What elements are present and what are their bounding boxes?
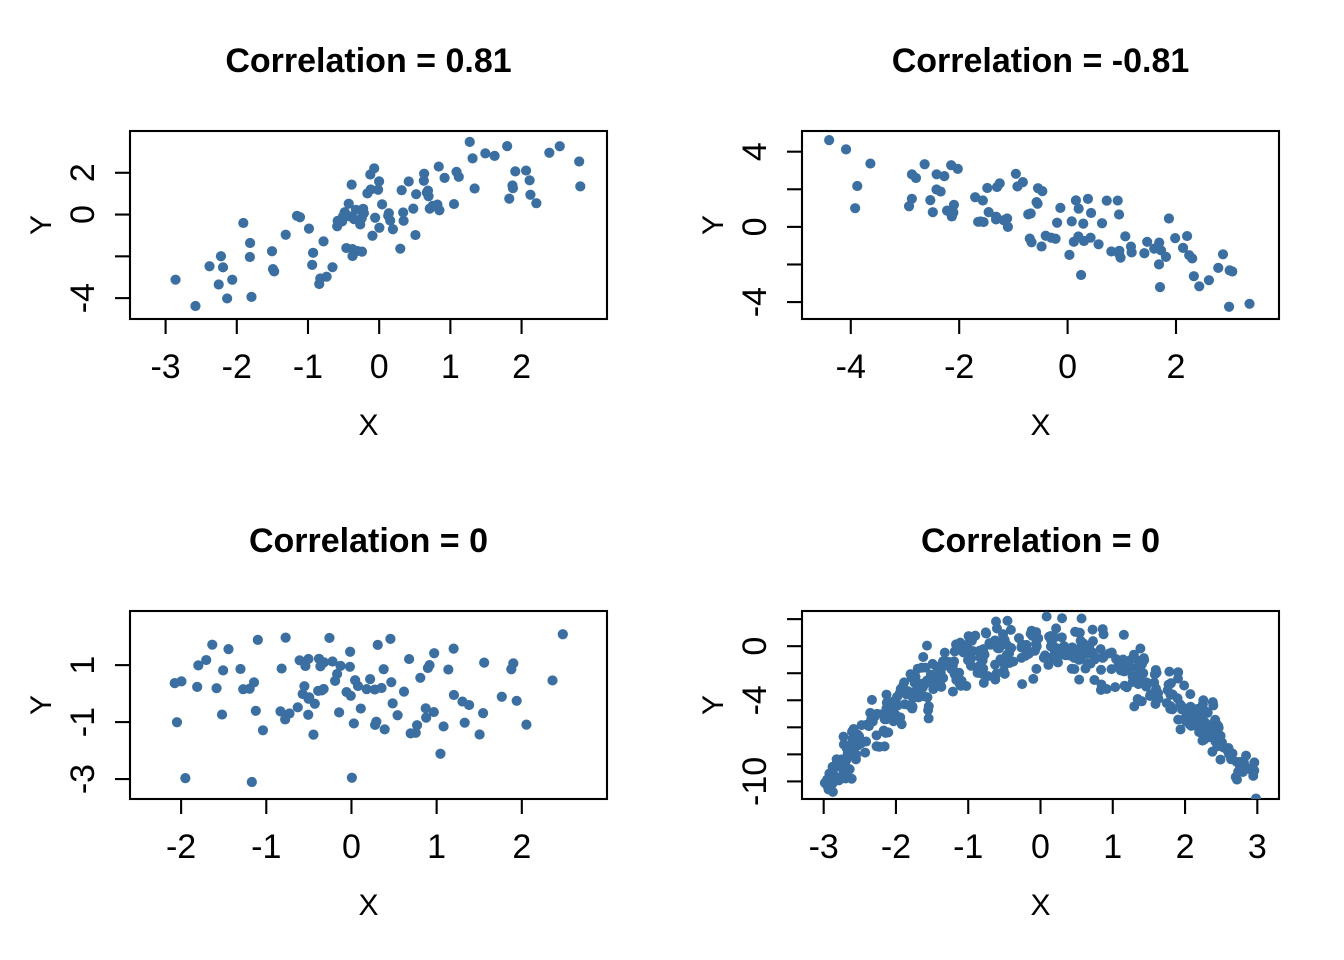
svg-text:X: X xyxy=(358,889,378,922)
svg-text:2: 2 xyxy=(1167,348,1186,386)
svg-text:-1: -1 xyxy=(251,828,281,866)
svg-text:3: 3 xyxy=(1248,828,1267,866)
svg-text:0: 0 xyxy=(1058,348,1077,386)
svg-text:1: 1 xyxy=(441,348,460,386)
svg-text:1: 1 xyxy=(427,828,446,866)
svg-text:4: 4 xyxy=(736,142,774,161)
svg-text:-10: -10 xyxy=(736,757,774,806)
svg-text:-2: -2 xyxy=(222,348,252,386)
svg-text:0: 0 xyxy=(736,637,774,656)
svg-text:X: X xyxy=(1030,889,1050,922)
svg-text:2: 2 xyxy=(512,828,531,866)
svg-text:0: 0 xyxy=(736,217,774,236)
svg-text:2: 2 xyxy=(1176,828,1195,866)
svg-text:2: 2 xyxy=(64,163,102,182)
svg-text:1: 1 xyxy=(1103,828,1122,866)
svg-text:-3: -3 xyxy=(809,828,839,866)
svg-text:Correlation = -0.81: Correlation = -0.81 xyxy=(892,42,1190,80)
svg-text:-3: -3 xyxy=(150,348,180,386)
svg-text:-4: -4 xyxy=(736,685,774,715)
svg-text:Correlation = 0.81: Correlation = 0.81 xyxy=(225,42,511,80)
svg-text:Y: Y xyxy=(25,695,58,715)
svg-text:Y: Y xyxy=(25,215,58,235)
svg-text:-4: -4 xyxy=(736,287,774,317)
svg-text:Y: Y xyxy=(697,215,730,235)
svg-text:X: X xyxy=(1030,409,1050,442)
svg-text:X: X xyxy=(358,409,378,442)
svg-text:Correlation = 0: Correlation = 0 xyxy=(249,522,488,560)
svg-text:-4: -4 xyxy=(836,348,866,386)
svg-text:1: 1 xyxy=(64,656,102,675)
svg-text:0: 0 xyxy=(64,205,102,224)
svg-text:0: 0 xyxy=(1031,828,1050,866)
svg-text:-4: -4 xyxy=(64,283,102,313)
svg-text:0: 0 xyxy=(370,348,389,386)
svg-text:-2: -2 xyxy=(881,828,911,866)
svg-text:-2: -2 xyxy=(166,828,196,866)
svg-text:-3: -3 xyxy=(64,764,102,794)
svg-text:-1: -1 xyxy=(293,348,323,386)
svg-text:Correlation = 0: Correlation = 0 xyxy=(921,522,1160,560)
svg-text:0: 0 xyxy=(342,828,361,866)
svg-text:2: 2 xyxy=(512,348,531,386)
svg-text:-2: -2 xyxy=(944,348,974,386)
svg-text:-1: -1 xyxy=(953,828,983,866)
svg-text:-1: -1 xyxy=(64,707,102,737)
svg-text:Y: Y xyxy=(697,695,730,715)
